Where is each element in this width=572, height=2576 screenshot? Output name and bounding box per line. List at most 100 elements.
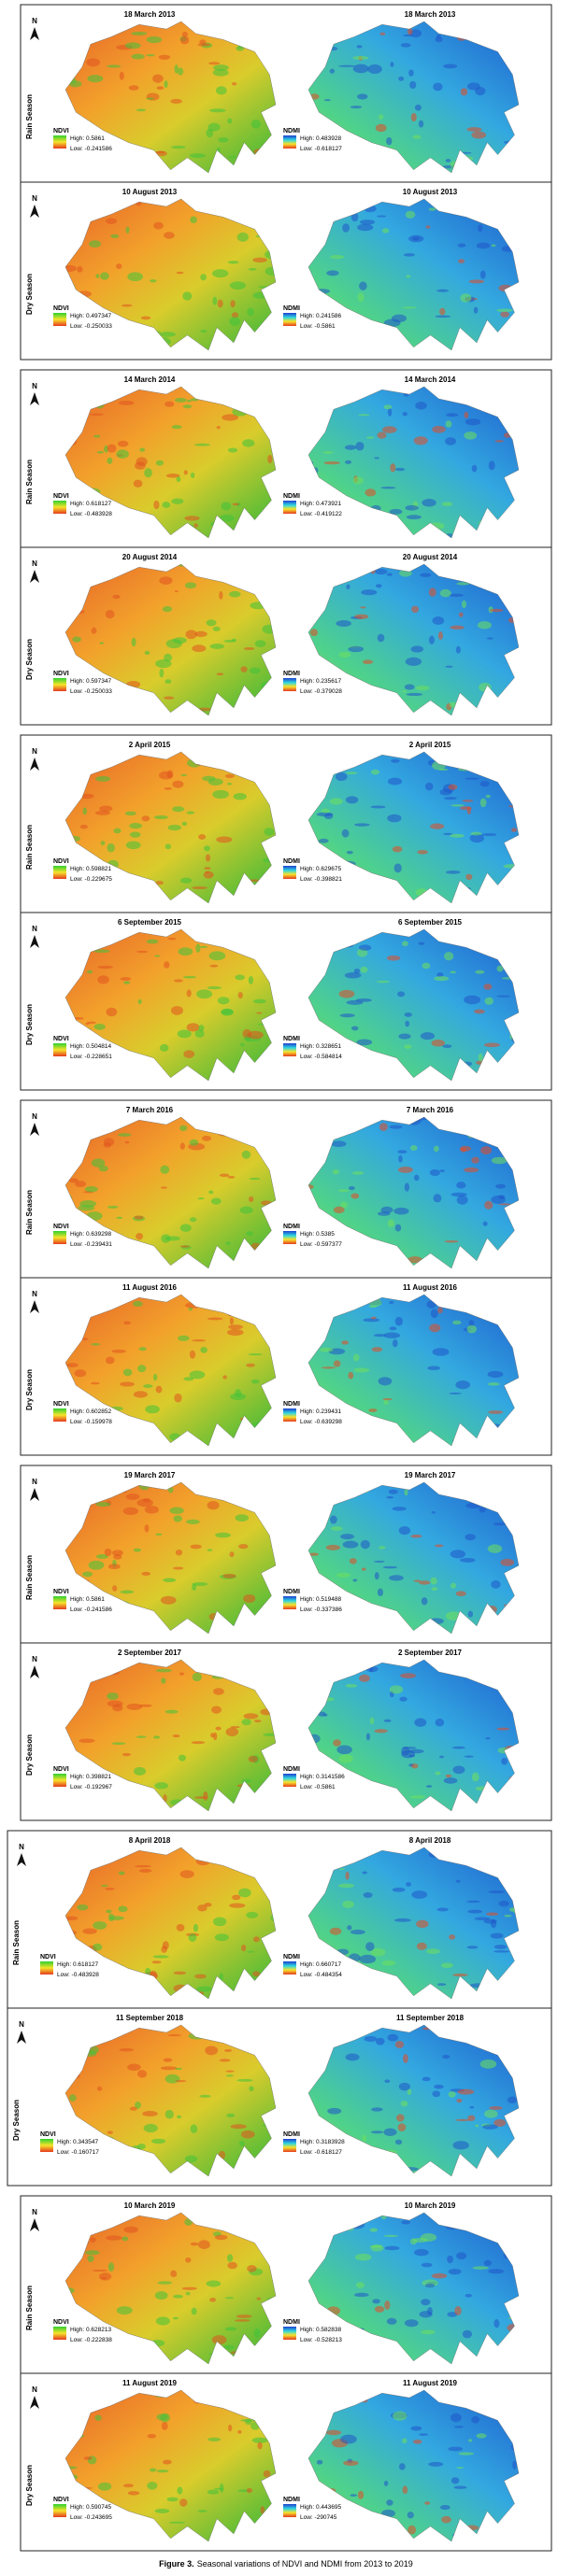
- map-patch: [177, 2486, 183, 2495]
- map-patch: [190, 2242, 199, 2246]
- map-patch: [356, 2508, 361, 2517]
- map-patch: [87, 75, 104, 83]
- map-patch: [145, 1967, 151, 1975]
- map-patch: [150, 279, 157, 283]
- legend-low: Low: -0.398821: [300, 876, 342, 883]
- map-patch: [272, 2437, 276, 2440]
- map-patch: [403, 388, 410, 397]
- map-patch: [260, 1708, 273, 1716]
- legend-title: NDVI: [53, 858, 69, 865]
- map-patch: [125, 841, 141, 850]
- map-patch: [448, 2446, 464, 2452]
- map-patch: [210, 1197, 222, 1205]
- legend-low: Low: -0.337386: [300, 1606, 342, 1613]
- map-patch: [313, 224, 329, 231]
- map-patch: [105, 610, 115, 619]
- map-patch: [65, 438, 78, 446]
- map-patch: [270, 1021, 276, 1026]
- map-patch: [193, 1923, 199, 1932]
- legend-ramp: [283, 135, 296, 149]
- map-patch: [367, 64, 382, 74]
- map-area: [65, 929, 276, 1081]
- map-patch: [370, 1947, 386, 1957]
- map-patch: [138, 1868, 152, 1874]
- map-patch: [170, 2270, 178, 2278]
- map-patch: [381, 2149, 397, 2155]
- map-patch: [360, 527, 367, 531]
- map-patch: [471, 131, 487, 139]
- map-patch: [235, 974, 245, 981]
- map-patch: [225, 2074, 234, 2077]
- map-patch: [500, 199, 510, 202]
- map-patch: [328, 46, 338, 51]
- map-patch: [117, 440, 129, 447]
- map-patch: [507, 406, 519, 415]
- legend-high: High: 0.519488: [300, 1596, 341, 1603]
- map-patch: [310, 1950, 317, 1958]
- legend-ramp: [283, 1961, 296, 1974]
- map-patch: [375, 584, 382, 588]
- map-patch: [407, 1117, 422, 1125]
- map-patch: [107, 1564, 121, 1570]
- map-patch: [424, 2167, 429, 2173]
- map-patch: [82, 1928, 97, 1934]
- north-arrow: [30, 570, 39, 583]
- map-patch: [172, 780, 184, 788]
- legend-title: NDMI: [283, 2497, 300, 2503]
- map-border: [307, 1481, 520, 1635]
- date-label: 11 August 2016: [403, 1283, 458, 1292]
- map-patch: [94, 810, 111, 815]
- map-patch: [142, 2110, 158, 2117]
- map-patch: [224, 773, 235, 778]
- date-label: 10 March 2019: [405, 2201, 456, 2210]
- map-patch: [308, 1950, 322, 1955]
- map-patch: [478, 168, 493, 173]
- map-patch: [379, 1433, 395, 1437]
- map-patch: [505, 1296, 519, 1301]
- map-patch: [322, 1993, 330, 1997]
- map-patch: [345, 771, 358, 775]
- map-patch: [362, 1871, 367, 1875]
- map-patch: [412, 134, 422, 139]
- map-patch: [84, 1678, 90, 1688]
- map-patch: [115, 1238, 130, 1246]
- map-patch: [483, 2259, 493, 2267]
- map-patch: [401, 1747, 410, 1756]
- map-patch: [445, 159, 451, 163]
- map-patch: [154, 2291, 168, 2300]
- map-patch: [323, 813, 334, 820]
- map-patch: [308, 1552, 319, 1556]
- north-arrow: [30, 2396, 39, 2409]
- map-patch: [179, 1870, 194, 1878]
- map-patch: [357, 223, 374, 232]
- map-patch: [107, 64, 122, 68]
- legend-low: Low: -0.484354: [300, 1972, 342, 1978]
- map-patch: [410, 1534, 422, 1538]
- map-patch: [232, 1847, 239, 1857]
- map-patch: [496, 308, 513, 313]
- map-patch: [405, 1020, 410, 1027]
- map-patch: [249, 1177, 261, 1181]
- legend-high: High: 0.483928: [300, 135, 341, 142]
- map-patch: [383, 154, 396, 163]
- map-patch: [384, 2300, 391, 2310]
- map-patch: [371, 2107, 383, 2112]
- map-patch: [358, 414, 370, 417]
- map-patch: [256, 1012, 263, 1014]
- map-patch: [129, 2106, 137, 2111]
- map-patch: [192, 1672, 202, 1682]
- map-patch: [432, 1348, 450, 1356]
- map-patch: [507, 2096, 518, 2104]
- map-patch: [208, 951, 226, 961]
- map-patch: [125, 681, 141, 688]
- map-patch: [127, 2063, 141, 2072]
- map-patch: [128, 698, 139, 708]
- map-patch: [482, 1221, 488, 1226]
- map-patch: [337, 1189, 350, 1193]
- date-label: 10 August 2013: [403, 188, 458, 196]
- map-patch: [350, 1026, 359, 1031]
- map-patch: [172, 2316, 179, 2320]
- legend-ramp: [283, 313, 296, 326]
- legend-high: High: 0.343547: [57, 2139, 98, 2145]
